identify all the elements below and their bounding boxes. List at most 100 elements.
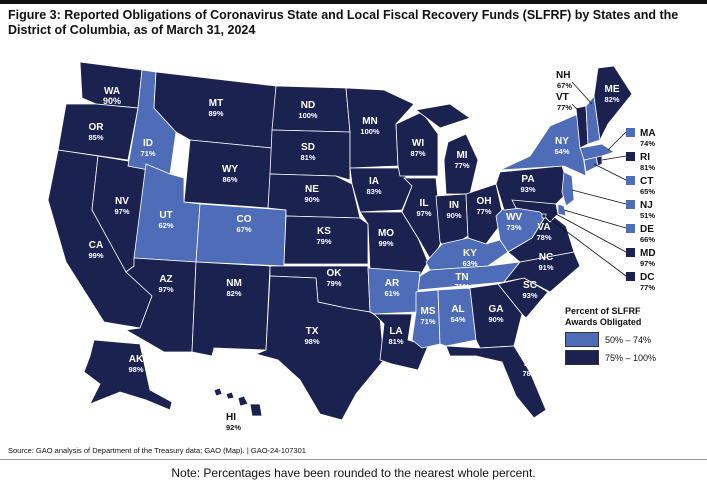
label-az-pct: 97%: [158, 285, 173, 294]
legend-swatch-dark: [565, 350, 599, 365]
label-mn-abbr: MN: [362, 116, 378, 127]
label-ny-abbr: NY: [555, 136, 569, 147]
label-tn-abbr: TN: [455, 272, 468, 283]
state-ar: [367, 267, 421, 315]
label-ks-pct: 79%: [316, 237, 331, 246]
state-al: [437, 287, 477, 347]
leader-nh: [571, 81, 593, 105]
legend-label-dark: 75% – 100%: [605, 352, 657, 363]
label-ga-pct: 90%: [488, 315, 503, 324]
divider: [0, 459, 707, 460]
label-ar-pct: 61%: [384, 289, 399, 298]
swatch-nj: [626, 200, 635, 209]
state-ks: [283, 215, 369, 265]
label-in-abbr: IN: [449, 200, 459, 211]
state-de: [557, 203, 567, 217]
label-wa-abbr: WA: [104, 86, 120, 97]
state-nm: [191, 261, 271, 357]
label-nm-pct: 82%: [226, 289, 241, 298]
label-oh-pct: 77%: [476, 207, 491, 216]
label-fl-pct: 78%: [522, 369, 537, 378]
label-fl-abbr: FL: [524, 358, 536, 369]
swatch-ri: [626, 152, 635, 161]
label-ak-pct: 98%: [128, 365, 143, 374]
label-ia-pct: 83%: [366, 187, 381, 196]
label-id-abbr: ID: [143, 138, 153, 149]
label-nh-pct: 67%: [557, 81, 572, 90]
footnote: Note: Percentages have been rounded to t…: [171, 466, 536, 480]
label-tn-pct: 71%: [454, 282, 469, 291]
label-ne-pct: 90%: [304, 195, 319, 204]
label-nv-abbr: NV: [115, 196, 129, 207]
label-co-pct: 67%: [236, 225, 251, 234]
label-mo-abbr: MO: [378, 228, 394, 239]
label-ky-pct: 63%: [462, 259, 477, 268]
leader-md: [555, 213, 627, 253]
label-mn-pct: 100%: [360, 127, 380, 136]
label-ms-abbr: MS: [421, 306, 436, 317]
label-ak-abbr: AK: [129, 354, 144, 365]
label-me-pct: 82%: [604, 95, 619, 104]
us-map: WA 90% OR 85% CA 99% NV 97% ID 71% MT 89…: [47, 61, 656, 432]
state-sd: [269, 129, 351, 181]
label-ri-pct: 81%: [640, 163, 655, 172]
leader-ri: [601, 155, 627, 161]
label-mt-pct: 89%: [208, 109, 223, 118]
label-de-pct: 66%: [640, 235, 655, 244]
label-ma-pct: 74%: [640, 139, 655, 148]
leader-ct: [593, 163, 627, 181]
label-il-abbr: IL: [420, 198, 429, 209]
label-sc-pct: 93%: [522, 291, 537, 300]
legend-title: Percent of SLFRF Awards Obligated: [565, 306, 642, 327]
label-co-abbr: CO: [237, 214, 252, 225]
label-va-abbr: VA: [537, 222, 550, 233]
label-id-pct: 71%: [140, 149, 155, 158]
label-pa-pct: 93%: [520, 185, 535, 194]
source-line: Source: GAO analysis of Department of th…: [8, 446, 306, 455]
label-al-pct: 54%: [450, 315, 465, 324]
state-ma: [579, 143, 615, 161]
state-oh: [465, 183, 505, 245]
state-dc: [541, 213, 547, 219]
legend-item-light: 50% – 74%: [565, 332, 651, 347]
label-vt-pct: 77%: [557, 103, 572, 112]
label-ma-abbr: MA: [640, 128, 656, 139]
label-wy-pct: 86%: [222, 175, 237, 184]
label-wv-abbr: WV: [506, 212, 522, 223]
swatch-ct: [626, 176, 635, 185]
label-oh-abbr: OH: [477, 196, 492, 207]
state-me: [593, 65, 633, 142]
label-ct-abbr: CT: [640, 176, 653, 187]
label-vt-abbr: VT: [556, 92, 569, 103]
label-mi-pct: 77%: [454, 161, 469, 170]
state-la: [373, 313, 429, 371]
leader-ma: [607, 131, 627, 151]
label-nj-abbr: NJ: [640, 200, 653, 211]
label-va-pct: 78%: [536, 233, 551, 242]
label-nj-pct: 51%: [640, 211, 655, 220]
leader-dc: [545, 215, 627, 277]
state-or: [57, 103, 139, 161]
state-ak: [83, 339, 173, 411]
label-ar-abbr: AR: [385, 278, 400, 289]
label-nv-pct: 97%: [114, 207, 129, 216]
label-ga-abbr: GA: [489, 304, 504, 315]
label-ky-abbr: KY: [463, 248, 477, 259]
label-nc-abbr: NC: [539, 252, 553, 263]
label-mt-abbr: MT: [209, 98, 223, 109]
label-sd-pct: 81%: [300, 153, 315, 162]
label-or-abbr: OR: [89, 122, 105, 133]
label-sd-abbr: SD: [301, 142, 315, 153]
top-rule: [0, 0, 707, 4]
figure-title: Figure 3: Reported Obligations of Corona…: [8, 8, 679, 37]
label-wi-abbr: WI: [412, 138, 424, 149]
state-hi: [213, 387, 263, 417]
external-labels: NH 67% VT 77% MA 74% RI 81% CT 65% NJ 51…: [226, 70, 656, 432]
leader-nj: [571, 189, 627, 205]
label-ks-abbr: KS: [317, 226, 331, 237]
label-nc-pct: 91%: [538, 263, 553, 272]
label-ms-pct: 71%: [420, 317, 435, 326]
label-il-pct: 97%: [416, 209, 431, 218]
label-in-pct: 90%: [446, 211, 461, 220]
label-wi-pct: 87%: [410, 149, 425, 158]
